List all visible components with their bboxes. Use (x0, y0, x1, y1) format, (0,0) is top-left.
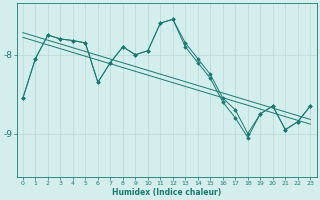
X-axis label: Humidex (Indice chaleur): Humidex (Indice chaleur) (112, 188, 221, 197)
